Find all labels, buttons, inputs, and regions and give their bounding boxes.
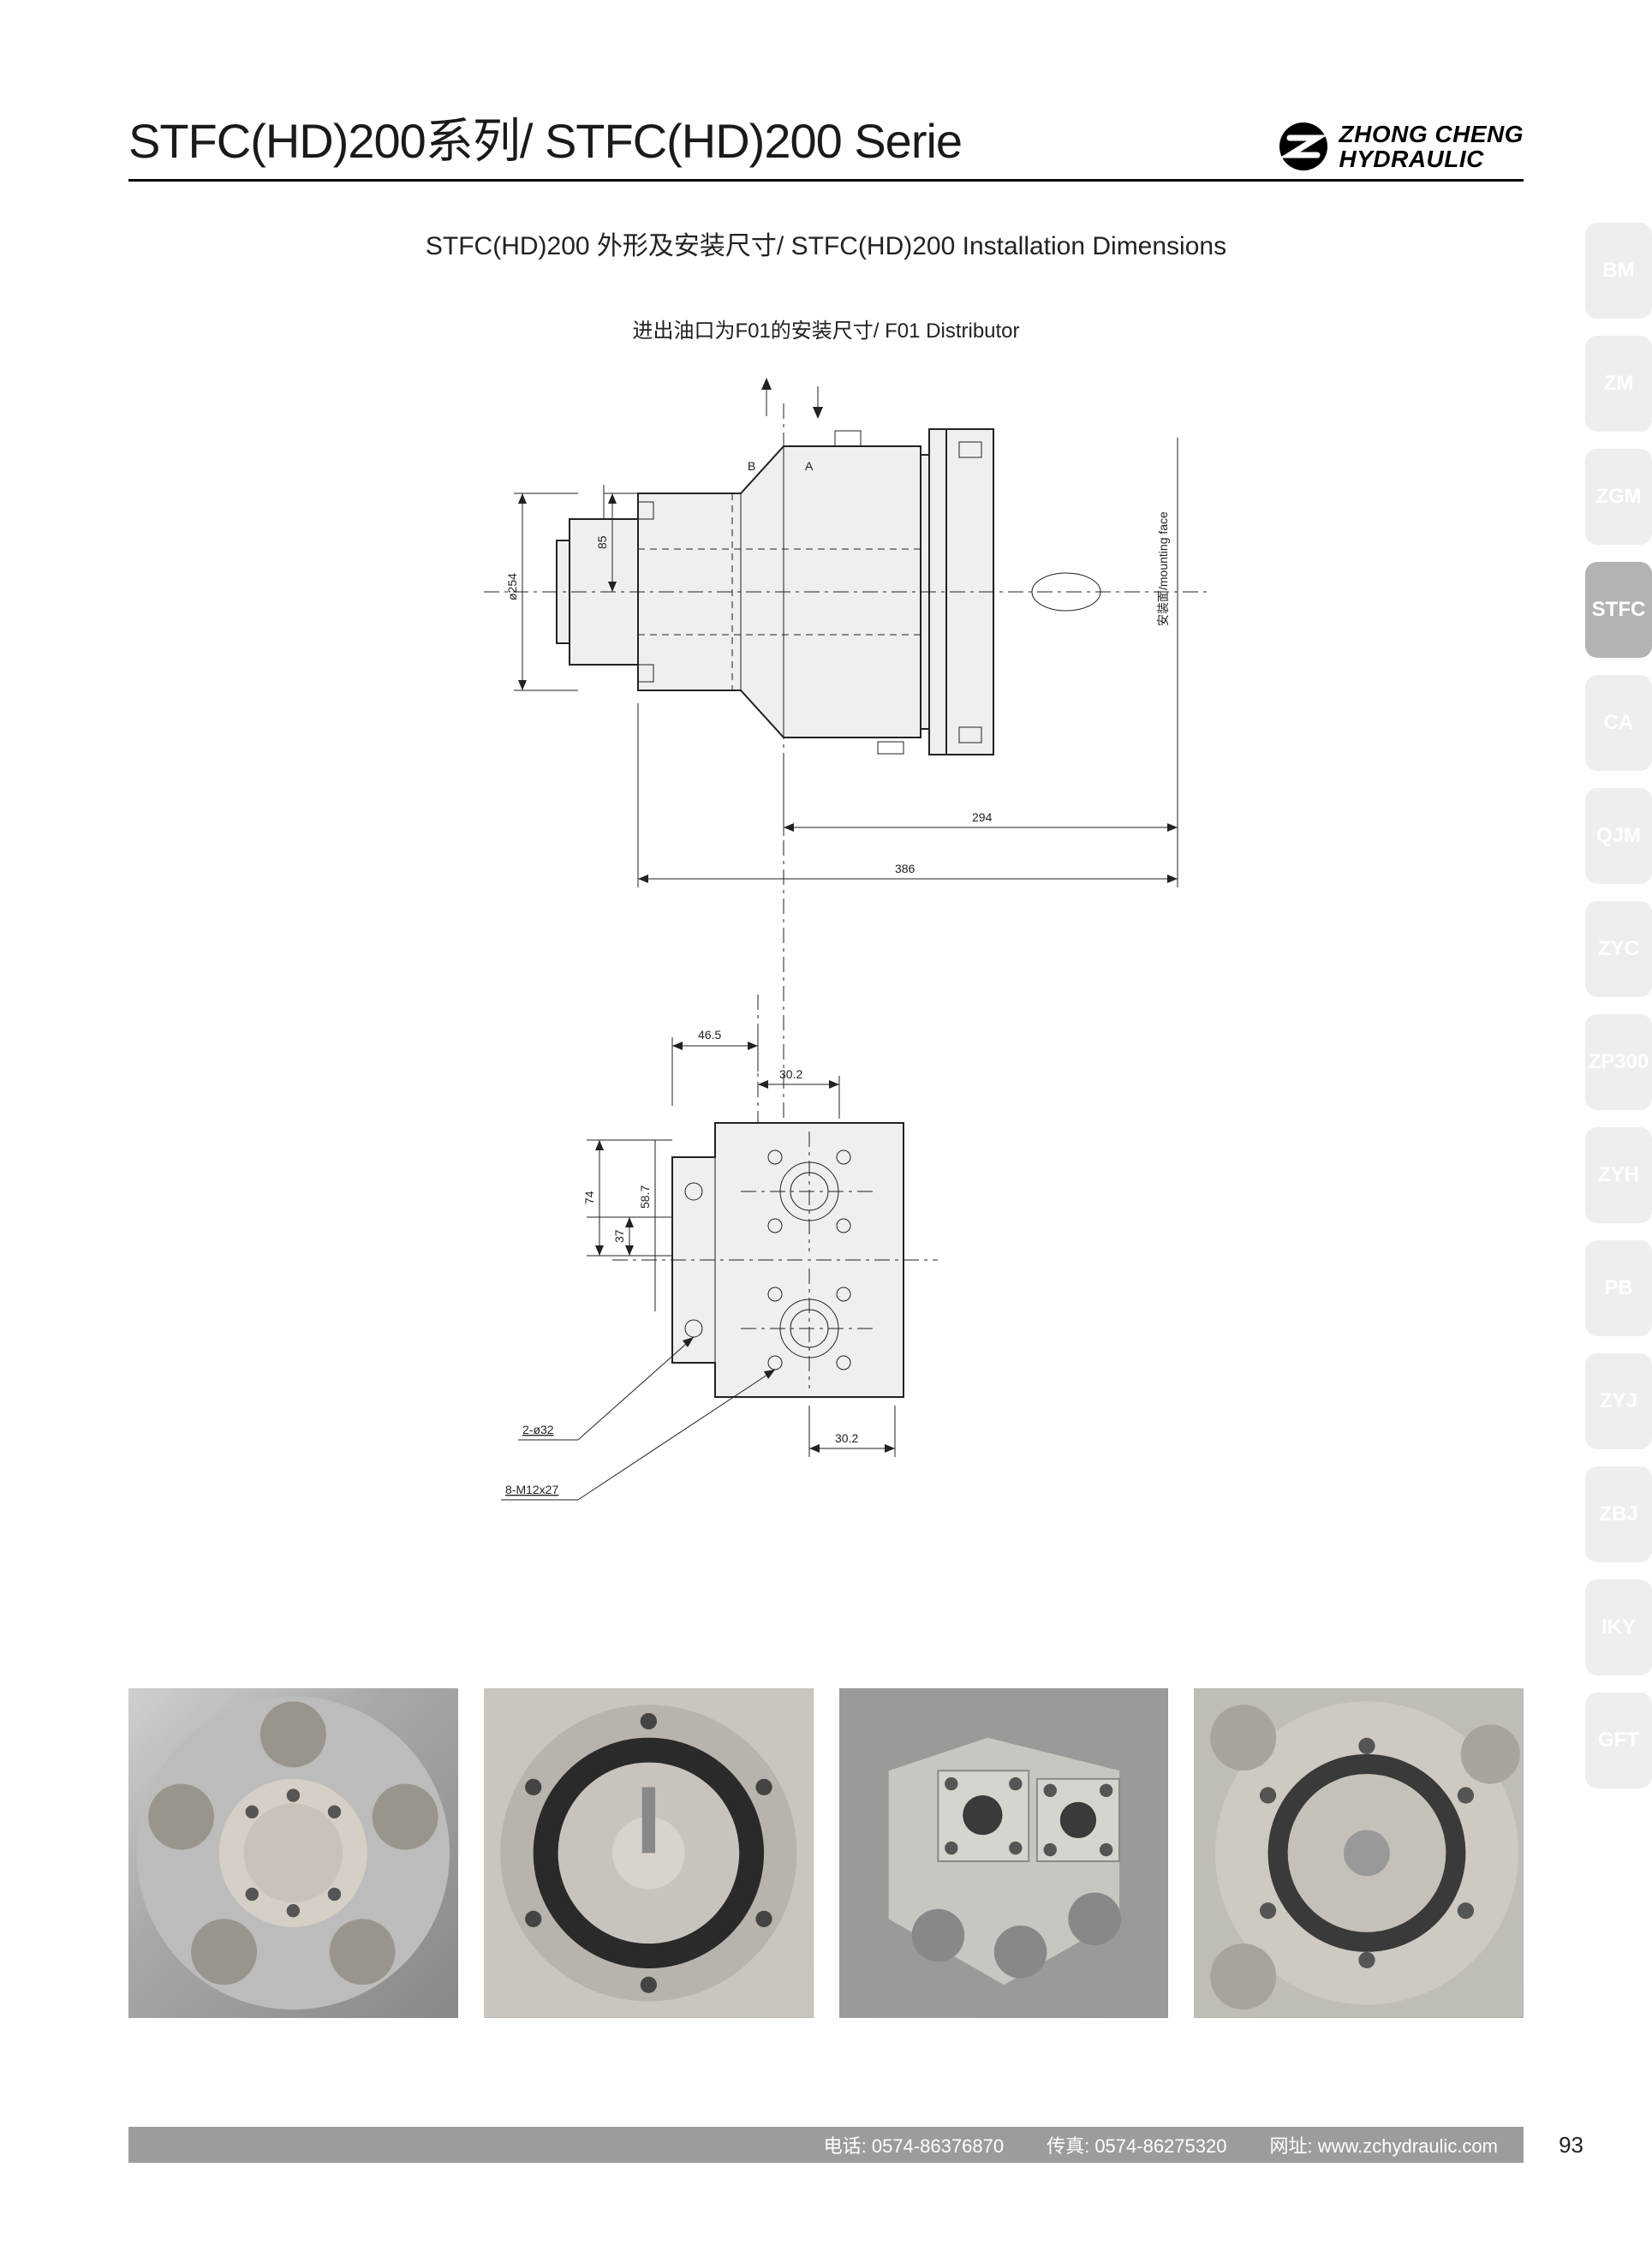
label-B: B <box>748 459 755 473</box>
dim-46-5: 46.5 <box>698 1028 721 1042</box>
footer-fax: 传真: 0574-86275320 <box>1047 2131 1226 2158</box>
side-tab-zm[interactable]: ZM <box>1585 336 1652 432</box>
side-tab-ca[interactable]: CA <box>1585 675 1652 771</box>
side-tab-gft[interactable]: GFT <box>1585 1693 1652 1788</box>
page-number: 93 <box>1559 2127 1583 2163</box>
drawing-caption: 进出油口为F01的安装尺寸/ F01 Distributor <box>128 313 1524 343</box>
logo-text: ZHONG CHENG HYDRAULIC <box>1339 122 1524 172</box>
product-photo-3 <box>839 1688 1169 2018</box>
page-title: STFC(HD)200系列/ STFC(HD)200 Serie <box>128 103 962 172</box>
logo-line2: HYDRAULIC <box>1339 146 1524 171</box>
side-tab-qjm[interactable]: QJM <box>1585 788 1652 884</box>
dim-2dia32: 2-ø32 <box>522 1423 554 1436</box>
side-tab-zgm[interactable]: ZGM <box>1585 449 1652 545</box>
dim-dia254: ø254 <box>505 573 519 600</box>
logo-icon <box>1278 121 1329 172</box>
product-photo-strip <box>128 1688 1524 2018</box>
technical-drawing: 安装面/mounting face B A ø254 85 <box>355 369 1297 1654</box>
label-mounting-face: 安装面/mounting face <box>1156 511 1170 626</box>
dim-58-7a: 58.7 <box>638 1185 652 1209</box>
dim-294: 294 <box>972 810 993 824</box>
logo-line1: ZHONG CHENG <box>1339 122 1524 146</box>
page-header: STFC(HD)200系列/ STFC(HD)200 Serie ZHONG C… <box>128 103 1524 182</box>
dim-30-2-top: 30.2 <box>779 1067 802 1081</box>
dim-85: 85 <box>595 535 609 549</box>
page-footer-bar: 电话: 0574-86376870 传真: 0574-86275320 网址: … <box>128 2127 1524 2163</box>
label-A: A <box>805 459 814 473</box>
footer-phone: 电话: 0574-86376870 <box>824 2131 1004 2158</box>
dim-30-2-bot: 30.2 <box>835 1431 858 1445</box>
side-tab-iky[interactable]: IKY <box>1585 1579 1652 1675</box>
footer-web: 网址: www.zchydraulic.com <box>1269 2131 1498 2158</box>
dim-37: 37 <box>612 1229 626 1243</box>
product-photo-4 <box>1194 1688 1524 2018</box>
dim-74: 74 <box>582 1191 596 1204</box>
side-tab-zyh[interactable]: ZYH <box>1585 1127 1652 1223</box>
side-tab-stfc[interactable]: STFC <box>1585 562 1652 658</box>
dim-386: 386 <box>895 862 915 875</box>
side-tab-pb[interactable]: PB <box>1585 1240 1652 1336</box>
product-photo-2 <box>484 1688 814 2018</box>
section-subtitle: STFC(HD)200 外形及安装尺寸/ STFC(HD)200 Install… <box>128 224 1524 262</box>
company-logo: ZHONG CHENG HYDRAULIC <box>1278 121 1524 172</box>
dim-8m12x27: 8-M12x27 <box>505 1483 558 1496</box>
side-tab-zyc[interactable]: ZYC <box>1585 901 1652 997</box>
side-section-tabs: BM ZM ZGM STFC CA QJM ZYC ZP300 ZYH PB ZYJ ZBJ IKY GF… <box>1585 223 1652 1788</box>
side-tab-zyj[interactable]: ZYJ <box>1585 1353 1652 1449</box>
side-tab-zbj[interactable]: ZBJ <box>1585 1466 1652 1562</box>
catalog-page: STFC(HD)200系列/ STFC(HD)200 Serie ZHONG C… <box>0 0 1652 2257</box>
product-photo-1 <box>128 1688 458 2018</box>
side-tab-zp300[interactable]: ZP300 <box>1585 1014 1652 1110</box>
side-tab-bm[interactable]: BM <box>1585 223 1652 319</box>
